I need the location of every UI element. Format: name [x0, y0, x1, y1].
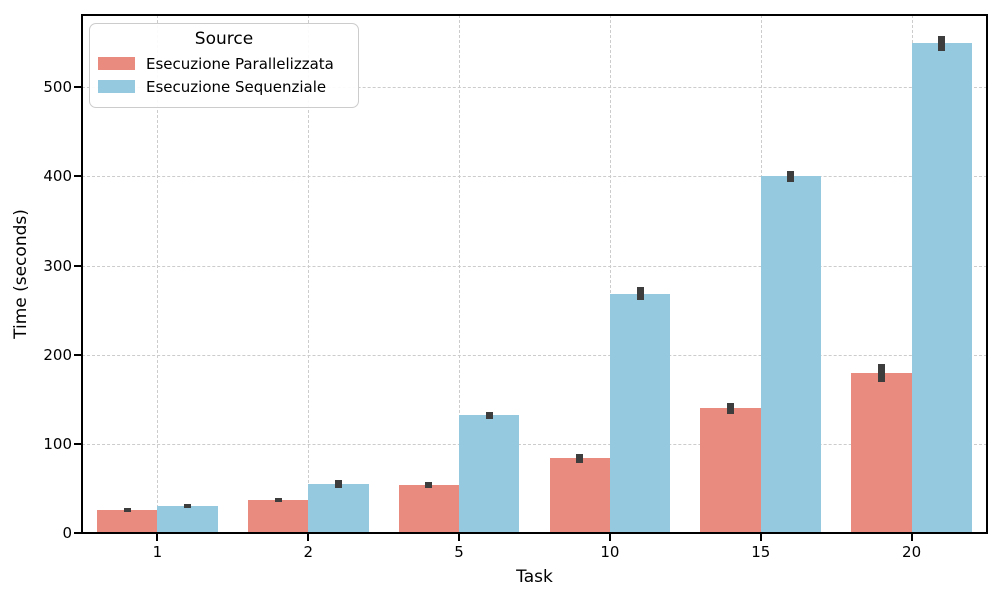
bar-parallel-task-20 — [851, 372, 912, 533]
bar-parallel-task-5 — [398, 484, 460, 533]
gridline-y-500 — [82, 87, 987, 89]
legend-item-sequenziale: Esecuzione Sequenziale — [90, 76, 358, 97]
error-bar-parallel-task-15 — [727, 402, 735, 415]
legend-item-parallelizzata: Esecuzione Parallelizzata — [90, 53, 358, 74]
x-tick-label-1: 1 — [152, 543, 163, 561]
error-bar-parallel-task-20 — [877, 363, 885, 383]
top-spine — [81, 14, 988, 16]
x-axis-label: Task — [516, 567, 553, 587]
right-spine — [986, 14, 988, 534]
x-tick-mark-10 — [608, 534, 611, 541]
y-tick-label-0: 0 — [62, 524, 72, 542]
gridline-x-1 — [157, 15, 159, 533]
y-axis-label: Time (seconds) — [11, 209, 31, 339]
left-spine — [81, 14, 83, 534]
bar-sequential-task-1 — [157, 506, 218, 533]
error-bar-parallel-task-10 — [576, 453, 584, 464]
error-bar-sequential-task-2 — [334, 480, 342, 488]
y-tick-label-200: 200 — [43, 345, 72, 364]
gridline-x-2 — [308, 15, 310, 533]
x-tick-mark-2 — [307, 534, 310, 541]
legend-label-parallelizzata: Esecuzione Parallelizzata — [146, 54, 334, 73]
x-tick-mark-5 — [458, 534, 461, 541]
error-bar-sequential-task-5 — [485, 411, 493, 419]
gridline-y-300 — [82, 265, 987, 267]
bar-parallel-task-15 — [700, 408, 761, 533]
gridline-x-5 — [459, 15, 461, 533]
y-tick-label-100: 100 — [43, 434, 72, 453]
x-tick-label-5: 5 — [454, 543, 464, 561]
y-tick-label-500: 500 — [43, 78, 72, 97]
x-tick-mark-1 — [156, 534, 159, 541]
plot-area — [82, 15, 987, 533]
x-tick-label-10: 10 — [600, 543, 620, 561]
error-bar-sequential-task-15 — [787, 171, 795, 182]
gridline-y-100 — [82, 443, 987, 445]
error-bar-sequential-task-10 — [636, 286, 644, 301]
error-bar-sequential-task-1 — [184, 504, 192, 509]
y-tick-label-300: 300 — [43, 256, 72, 275]
legend: Source Esecuzione Parallelizzata Esecuzi… — [89, 23, 359, 108]
x-tick-mark-20 — [910, 534, 913, 541]
y-tick-mark-0 — [74, 532, 81, 534]
gridline-y-400 — [82, 176, 987, 178]
y-tick-mark-200 — [74, 353, 81, 356]
bar-parallel-task-10 — [549, 458, 610, 533]
x-tick-label-15: 15 — [751, 543, 771, 561]
gridline-y-200 — [82, 354, 987, 356]
legend-swatch-sequenziale-icon — [98, 80, 135, 93]
error-bar-parallel-task-5 — [425, 482, 433, 489]
error-bar-parallel-task-1 — [123, 508, 131, 512]
legend-title: Source — [194, 29, 254, 49]
error-bar-parallel-task-2 — [274, 498, 282, 502]
bar-sequential-task-15 — [760, 176, 822, 533]
y-tick-mark-400 — [74, 175, 81, 178]
x-tick-label-2: 2 — [303, 543, 314, 561]
gridline-x-10 — [609, 15, 611, 533]
x-tick-mark-15 — [759, 534, 762, 541]
bar-parallel-task-1 — [97, 509, 158, 533]
legend-swatch-parallelizzata-icon — [98, 57, 135, 70]
y-tick-mark-300 — [74, 264, 81, 267]
bar-sequential-task-5 — [459, 415, 520, 533]
legend-label-sequenziale: Esecuzione Sequenziale — [146, 77, 327, 96]
bar-sequential-task-20 — [911, 42, 972, 533]
x-tick-label-20: 20 — [902, 543, 922, 561]
y-tick-label-400: 400 — [43, 167, 72, 186]
y-tick-mark-100 — [74, 442, 81, 445]
bar-sequential-task-2 — [308, 483, 369, 533]
error-bar-sequential-task-20 — [938, 35, 946, 51]
bottom-spine — [81, 532, 988, 534]
bar-sequential-task-10 — [609, 294, 671, 533]
y-tick-mark-500 — [74, 86, 81, 89]
bar-parallel-task-2 — [247, 500, 309, 533]
